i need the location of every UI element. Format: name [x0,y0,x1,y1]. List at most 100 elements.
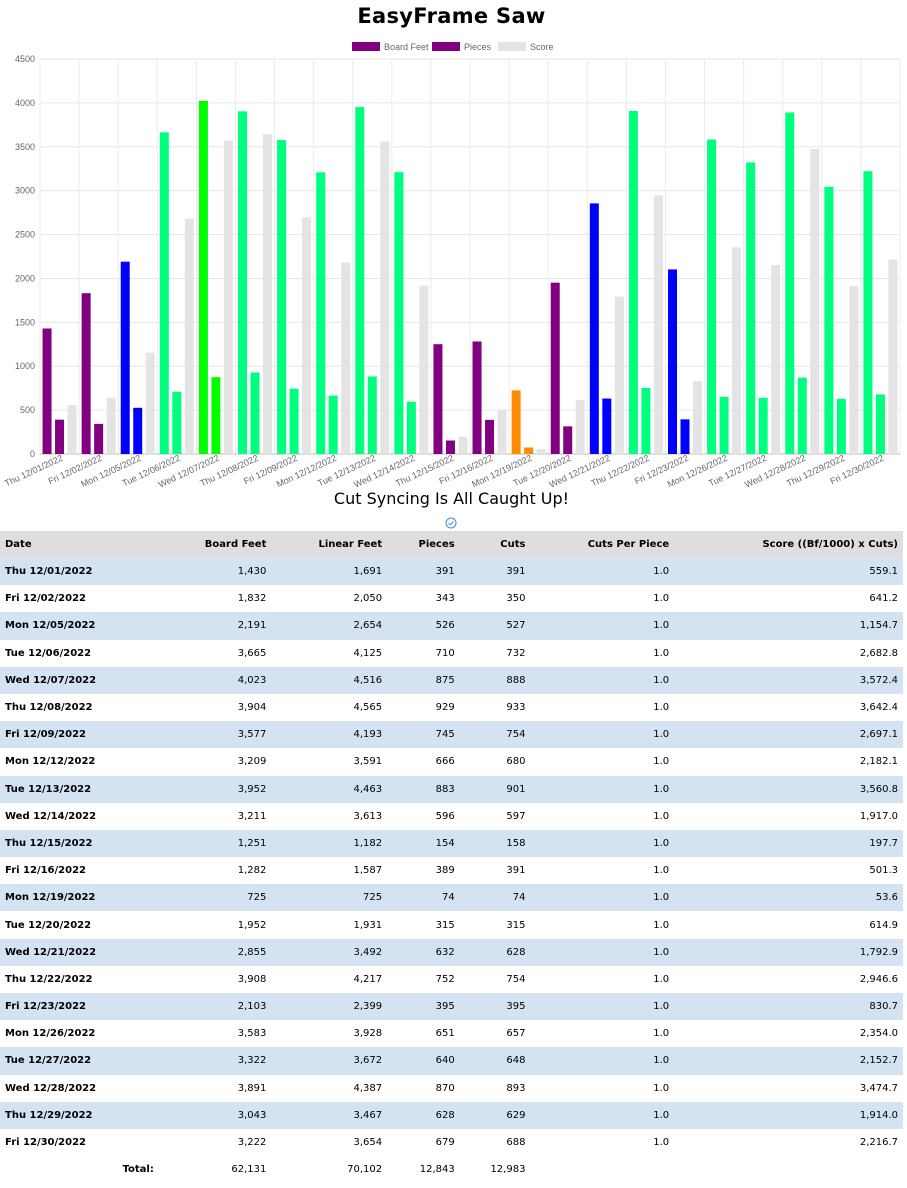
table-row: Thu 12/22/2022 3,908 4,217 752 754 1.0 2,946.6 [0,965,903,993]
row-linear-feet: 3,613 [271,802,388,830]
table-row: Fri 12/16/2022 1,282 1,587 389 391 1.0 501.3 [0,857,903,885]
bar-score [732,247,742,454]
row-board-feet: 3,211 [158,802,272,830]
bar-board-feet [746,162,756,454]
row-score: 1,154.7 [674,612,903,640]
row-board-feet: 3,891 [158,1074,272,1102]
row-cuts: 888 [459,666,531,694]
table-row: Mon 12/12/2022 3,209 3,591 666 680 1.0 2,182.1 [0,748,903,776]
daily-production-table: Date Board Feet Linear Feet Pieces Cuts … [0,531,903,1183]
col-header-date[interactable]: Date [0,531,159,558]
row-linear-feet: 2,050 [271,585,388,613]
table-row: Wed 12/21/2022 2,855 3,492 632 628 1.0 1,792.9 [0,938,903,966]
row-pieces: 632 [387,938,460,966]
bar-pieces [836,398,846,454]
totals-label: Total: [0,1156,159,1183]
col-header-score[interactable]: Score ((Bf/1000) x Cuts) [674,531,903,558]
bar-score [341,262,351,454]
sync-status-text: Cut Syncing Is All Caught Up! [333,489,570,508]
row-pieces: 752 [387,965,460,993]
bar-board-feet [668,269,677,454]
row-board-feet: 1,952 [158,911,272,939]
row-cuts-per-piece: 1.0 [530,693,675,722]
row-cuts-per-piece: 1.0 [530,585,675,613]
row-linear-feet: 2,399 [271,993,388,1021]
bar-board-feet [785,112,795,454]
row-pieces: 343 [387,585,460,613]
table-totals-row: Total: 62,131 70,102 12,843 12,983 [0,1156,903,1183]
legend-swatch [352,42,380,51]
row-cuts-per-piece: 1.0 [530,748,675,776]
row-cuts: 754 [459,965,531,993]
col-header-cuts-per-piece[interactable]: Cuts Per Piece [530,531,675,558]
row-score: 2,216.7 [674,1128,903,1157]
bar-board-feet [394,172,404,454]
bar-pieces [94,423,104,454]
bar-board-feet [589,203,599,454]
row-cuts: 629 [459,1101,531,1129]
bar-pieces [406,401,416,454]
table-row: Fri 12/02/2022 1,832 2,050 343 350 1.0 641.2 [0,585,903,613]
row-cuts-per-piece: 1.0 [530,1128,675,1157]
bar-score [67,404,77,454]
row-pieces: 389 [387,857,460,885]
bar-pieces [250,372,260,454]
bar-score [693,381,702,454]
bar-pieces [211,377,221,454]
row-cuts: 688 [459,1128,531,1157]
bar-board-feet [511,390,521,454]
row-pieces: 651 [387,1020,460,1048]
row-linear-feet: 1,182 [271,829,388,858]
row-cuts: 597 [459,802,531,830]
row-cuts-per-piece: 1.0 [530,965,675,993]
table-row: Wed 12/07/2022 4,023 4,516 875 888 1.0 3,572.4 [0,666,903,694]
row-linear-feet: 3,672 [271,1047,388,1075]
row-linear-feet: 4,125 [271,639,388,667]
row-cuts-per-piece: 1.0 [530,639,675,667]
col-header-board-feet[interactable]: Board Feet [158,531,272,558]
bar-board-feet [42,328,52,454]
row-date: Thu 12/15/2022 [0,829,159,858]
col-header-pieces[interactable]: Pieces [387,531,460,558]
total-score-empty [674,1156,903,1183]
row-board-feet: 3,904 [158,693,272,722]
row-date: Fri 12/09/2022 [0,721,159,749]
row-cuts-per-piece: 1.0 [530,1074,675,1102]
bar-score [302,217,312,454]
row-date: Wed 12/21/2022 [0,938,159,966]
row-board-feet: 1,430 [158,558,272,586]
row-score: 3,572.4 [674,666,903,694]
row-pieces: 870 [387,1074,460,1102]
row-score: 830.7 [674,993,903,1021]
y-tick-label: 4500 [15,54,35,64]
bar-board-feet [355,107,365,454]
table-row: Wed 12/14/2022 3,211 3,613 596 597 1.0 1,917.0 [0,802,903,830]
row-board-feet: 3,209 [158,748,272,776]
bar-board-feet [81,293,91,454]
row-pieces: 395 [387,993,460,1021]
table-row: Thu 12/29/2022 3,043 3,467 628 629 1.0 1,914.0 [0,1101,903,1129]
bar-score [810,148,820,454]
bar-board-feet [277,140,287,454]
table-row: Thu 12/15/2022 1,251 1,182 154 158 1.0 197.7 [0,829,903,858]
bar-pieces [680,419,690,454]
col-header-linear-feet[interactable]: Linear Feet [271,531,388,558]
bar-board-feet [707,139,717,454]
row-cuts: 680 [459,748,531,776]
row-cuts: 893 [459,1074,531,1102]
legend-label: Pieces [464,42,492,52]
total-cuts: 12,983 [459,1156,531,1183]
table-row: Tue 12/13/2022 3,952 4,463 883 901 1.0 3,560.8 [0,775,903,803]
row-date: Mon 12/12/2022 [0,748,159,776]
row-cuts-per-piece: 1.0 [530,884,675,912]
row-score: 614.9 [674,911,903,939]
bar-pieces [485,419,495,454]
row-date: Tue 12/27/2022 [0,1047,159,1075]
bar-pieces [641,387,651,454]
col-header-cuts[interactable]: Cuts [459,531,531,558]
row-board-feet: 3,908 [158,965,272,993]
row-score: 2,354.0 [674,1020,903,1048]
bar-pieces [328,395,338,454]
row-score: 2,682.8 [674,639,903,667]
bar-score [223,140,233,454]
